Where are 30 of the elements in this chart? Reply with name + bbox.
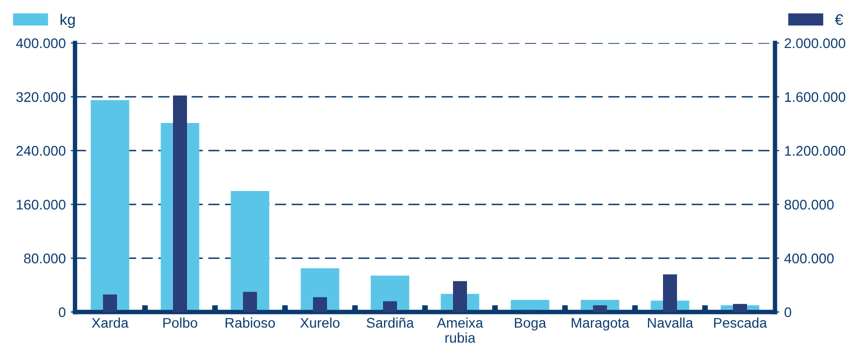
x-tick-label: Maragota (572, 318, 630, 331)
legend-label: kg (60, 14, 75, 28)
y-tick-label: 160.000 (16, 200, 66, 210)
bar (243, 292, 257, 312)
x-tick-label: Xarda (92, 318, 129, 328)
x-tick-label: Ameixa rubia (436, 318, 484, 343)
x-tick-label: Navalla (648, 318, 694, 328)
bar (313, 297, 327, 312)
y2-tick-label: 400.000 (784, 254, 834, 264)
y2-tick-label: 0 (784, 307, 792, 318)
y-tick-label: 400.000 (16, 38, 66, 48)
bar (90, 100, 130, 312)
x-tick-label: Xurelo (300, 318, 340, 328)
y-tick-label: 240.000 (16, 146, 66, 156)
x-tick-label: Sardiña (366, 318, 414, 328)
bar (230, 190, 270, 312)
y-tick-label: 320.000 (16, 92, 66, 102)
y2-tick-label: 1.200.000 (785, 146, 846, 156)
x-tick-label: Rabioso (226, 318, 275, 328)
legend-label: € (834, 14, 844, 25)
y2-tick-label: 800.000 (784, 200, 834, 210)
y2-tick-label: 2.000.000 (784, 38, 846, 48)
x-tick-label: Polbo (163, 318, 198, 328)
bar (103, 294, 117, 312)
x-tick-label: Pescada (714, 318, 768, 328)
bar (383, 301, 397, 312)
y-tick-label: 0 (58, 307, 66, 318)
x-tick-label: Boga (514, 318, 546, 331)
y2-tick-label: 1.600.000 (785, 92, 846, 102)
y-tick-label: 80.000 (24, 254, 66, 264)
